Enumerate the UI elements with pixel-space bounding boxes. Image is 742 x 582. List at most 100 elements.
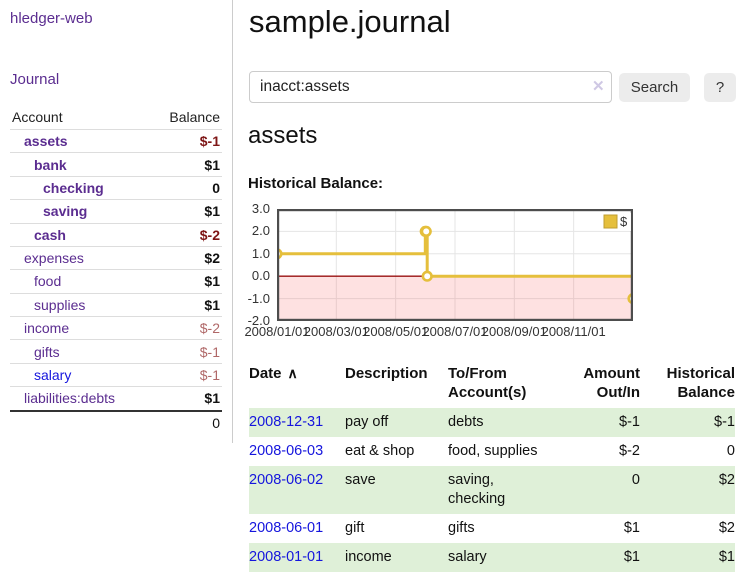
transaction-balance: $2: [640, 466, 735, 514]
account-balance: $1: [204, 296, 220, 313]
account-link[interactable]: expenses: [24, 250, 84, 267]
transaction-date-link[interactable]: 2008-06-03: [249, 443, 324, 459]
transaction-date-link[interactable]: 2008-01-01: [249, 549, 324, 565]
register-row: 2008-06-02 save saving, checking 0 $2: [249, 466, 735, 514]
y-axis-tick-label: -1.0: [247, 290, 270, 306]
register-rows: 2008-12-31 pay off debts $-1 $-1 2008-06-03 ea…: [249, 408, 735, 572]
amount-column-header: Amount Out/In: [583, 365, 640, 401]
transaction-description: save: [345, 466, 448, 514]
account-row: income $-2: [10, 316, 222, 339]
date-column-header[interactable]: Date ∧: [249, 362, 345, 408]
account-balance: $-2: [199, 226, 220, 243]
negative-region: [277, 276, 633, 321]
search-button[interactable]: Search: [619, 73, 690, 102]
x-axis-tick-label: 2008/01/01: [244, 324, 310, 339]
app-brand-link[interactable]: hledger-web: [10, 10, 93, 27]
account-balance: 0: [212, 179, 220, 196]
transaction-date-link[interactable]: 2008-06-01: [249, 520, 324, 536]
sidebar: hledger-web Journal Account Balance asse…: [0, 0, 233, 443]
transaction-balance: $2: [718, 520, 735, 536]
account-link[interactable]: salary: [34, 366, 72, 383]
date-cell: 2008-06-02: [249, 466, 345, 514]
transaction-amount: $-1: [560, 408, 640, 437]
x-axis-tick-label: 2008/03/01: [303, 324, 369, 339]
register-row: 2008-06-01 gift gifts $1 $2: [249, 514, 735, 543]
transaction-balance: $1: [640, 543, 735, 572]
clear-search-icon[interactable]: ✕: [592, 78, 605, 95]
account-row: liabilities:debts $1: [10, 386, 222, 409]
account-link[interactable]: gifts: [34, 343, 60, 360]
data-point-marker[interactable]: [420, 225, 432, 237]
transaction-description: gift: [345, 520, 365, 536]
account-link[interactable]: bank: [34, 156, 67, 173]
account-page-title: assets: [248, 122, 318, 149]
sidebar-total-row: 0: [10, 409, 222, 435]
transaction-amount: 0: [560, 466, 640, 514]
account-balance: $1: [204, 156, 220, 173]
account-balance: $-2: [199, 320, 220, 337]
transaction-accounts: gifts: [448, 520, 475, 536]
register-row: 2008-12-31 pay off debts $-1 $-1: [249, 408, 735, 437]
account-balance: $2: [204, 250, 220, 267]
chart-plot-area[interactable]: $: [277, 209, 633, 321]
account-link[interactable]: assets: [24, 133, 68, 150]
account-row: checking 0: [10, 175, 222, 199]
account-link[interactable]: checking: [43, 179, 104, 196]
sidebar-accounts: assets $-1 bank $1 checking 0 saving $1 cash $-2 e…: [10, 129, 222, 410]
account-link[interactable]: income: [24, 320, 70, 337]
transaction-description: income: [345, 543, 448, 572]
transaction-accounts: salary: [448, 543, 560, 572]
date-cell: 2008-12-31: [249, 408, 345, 437]
register-row: 2008-01-01 income salary $1 $1: [249, 543, 735, 572]
search-bar: ✕ Search ?: [249, 71, 737, 103]
account-link[interactable]: liabilities:debts: [24, 390, 116, 407]
account-row: assets $-1: [10, 129, 222, 152]
transaction-amount: $1: [623, 520, 640, 536]
account-row: bank $1: [10, 152, 222, 175]
sort-asc-icon: ∧: [287, 365, 298, 381]
accounts-column-header: To/From Account(s): [448, 365, 527, 401]
register-table: Date ∧ Description To/From Account(s) Amo…: [249, 362, 735, 572]
chart-heading: Historical Balance:: [248, 175, 384, 192]
transaction-balance: 0: [726, 443, 735, 459]
sidebar-total-value: 0: [212, 415, 220, 431]
y-axis-tick-label: 0.0: [251, 268, 270, 284]
transaction-amount: $-2: [619, 443, 640, 459]
transaction-balance: $-1: [640, 408, 735, 437]
x-axis-tick-label: 2008/09/01: [481, 324, 547, 339]
account-balance: $-1: [199, 343, 220, 360]
account-link[interactable]: food: [34, 273, 62, 290]
account-link[interactable]: saving: [43, 203, 88, 220]
account-link[interactable]: supplies: [34, 296, 86, 313]
historical-balance-chart[interactable]: 3.0 2.0 1.0 0.0 -1.0 -2.0 $ 2008/01/01 2008/03…: [244, 200, 736, 348]
account-balance: $-1: [199, 133, 220, 150]
search-input[interactable]: [249, 71, 612, 103]
legend-swatch-icon: [603, 214, 618, 229]
date-cell: 2008-01-01: [249, 543, 345, 572]
account-table-header: Account Balance: [10, 106, 222, 129]
plot-border: [277, 209, 633, 321]
transaction-accounts: debts: [448, 408, 560, 437]
x-axis-tick-label: 2008/11/01: [541, 324, 606, 339]
account-balance: $1: [204, 273, 220, 290]
account-balance: $1: [204, 390, 220, 407]
description-column-header: Description: [345, 365, 428, 382]
transaction-description: eat & shop: [345, 443, 415, 459]
register-header-row: Date ∧ Description To/From Account(s) Amo…: [249, 362, 735, 408]
account-column-header: Account: [12, 109, 63, 125]
account-row: supplies $1: [10, 292, 222, 316]
transaction-date-link[interactable]: 2008-06-02: [249, 472, 324, 488]
transaction-amount: $1: [560, 543, 640, 572]
account-balance: $1: [204, 203, 220, 220]
transaction-date-link[interactable]: 2008-12-31: [249, 414, 324, 430]
transaction-description: pay off: [345, 408, 448, 437]
account-balance: $-1: [199, 366, 220, 383]
account-row: food $1: [10, 269, 222, 292]
account-link[interactable]: cash: [34, 226, 66, 243]
date-header-label: Date: [249, 365, 282, 382]
data-point-marker[interactable]: [421, 270, 433, 282]
date-cell: 2008-06-01: [249, 514, 345, 543]
help-button[interactable]: ?: [704, 73, 736, 102]
y-axis-tick-label: 1.0: [251, 245, 270, 261]
sidebar-item-journal[interactable]: Journal: [10, 71, 60, 88]
